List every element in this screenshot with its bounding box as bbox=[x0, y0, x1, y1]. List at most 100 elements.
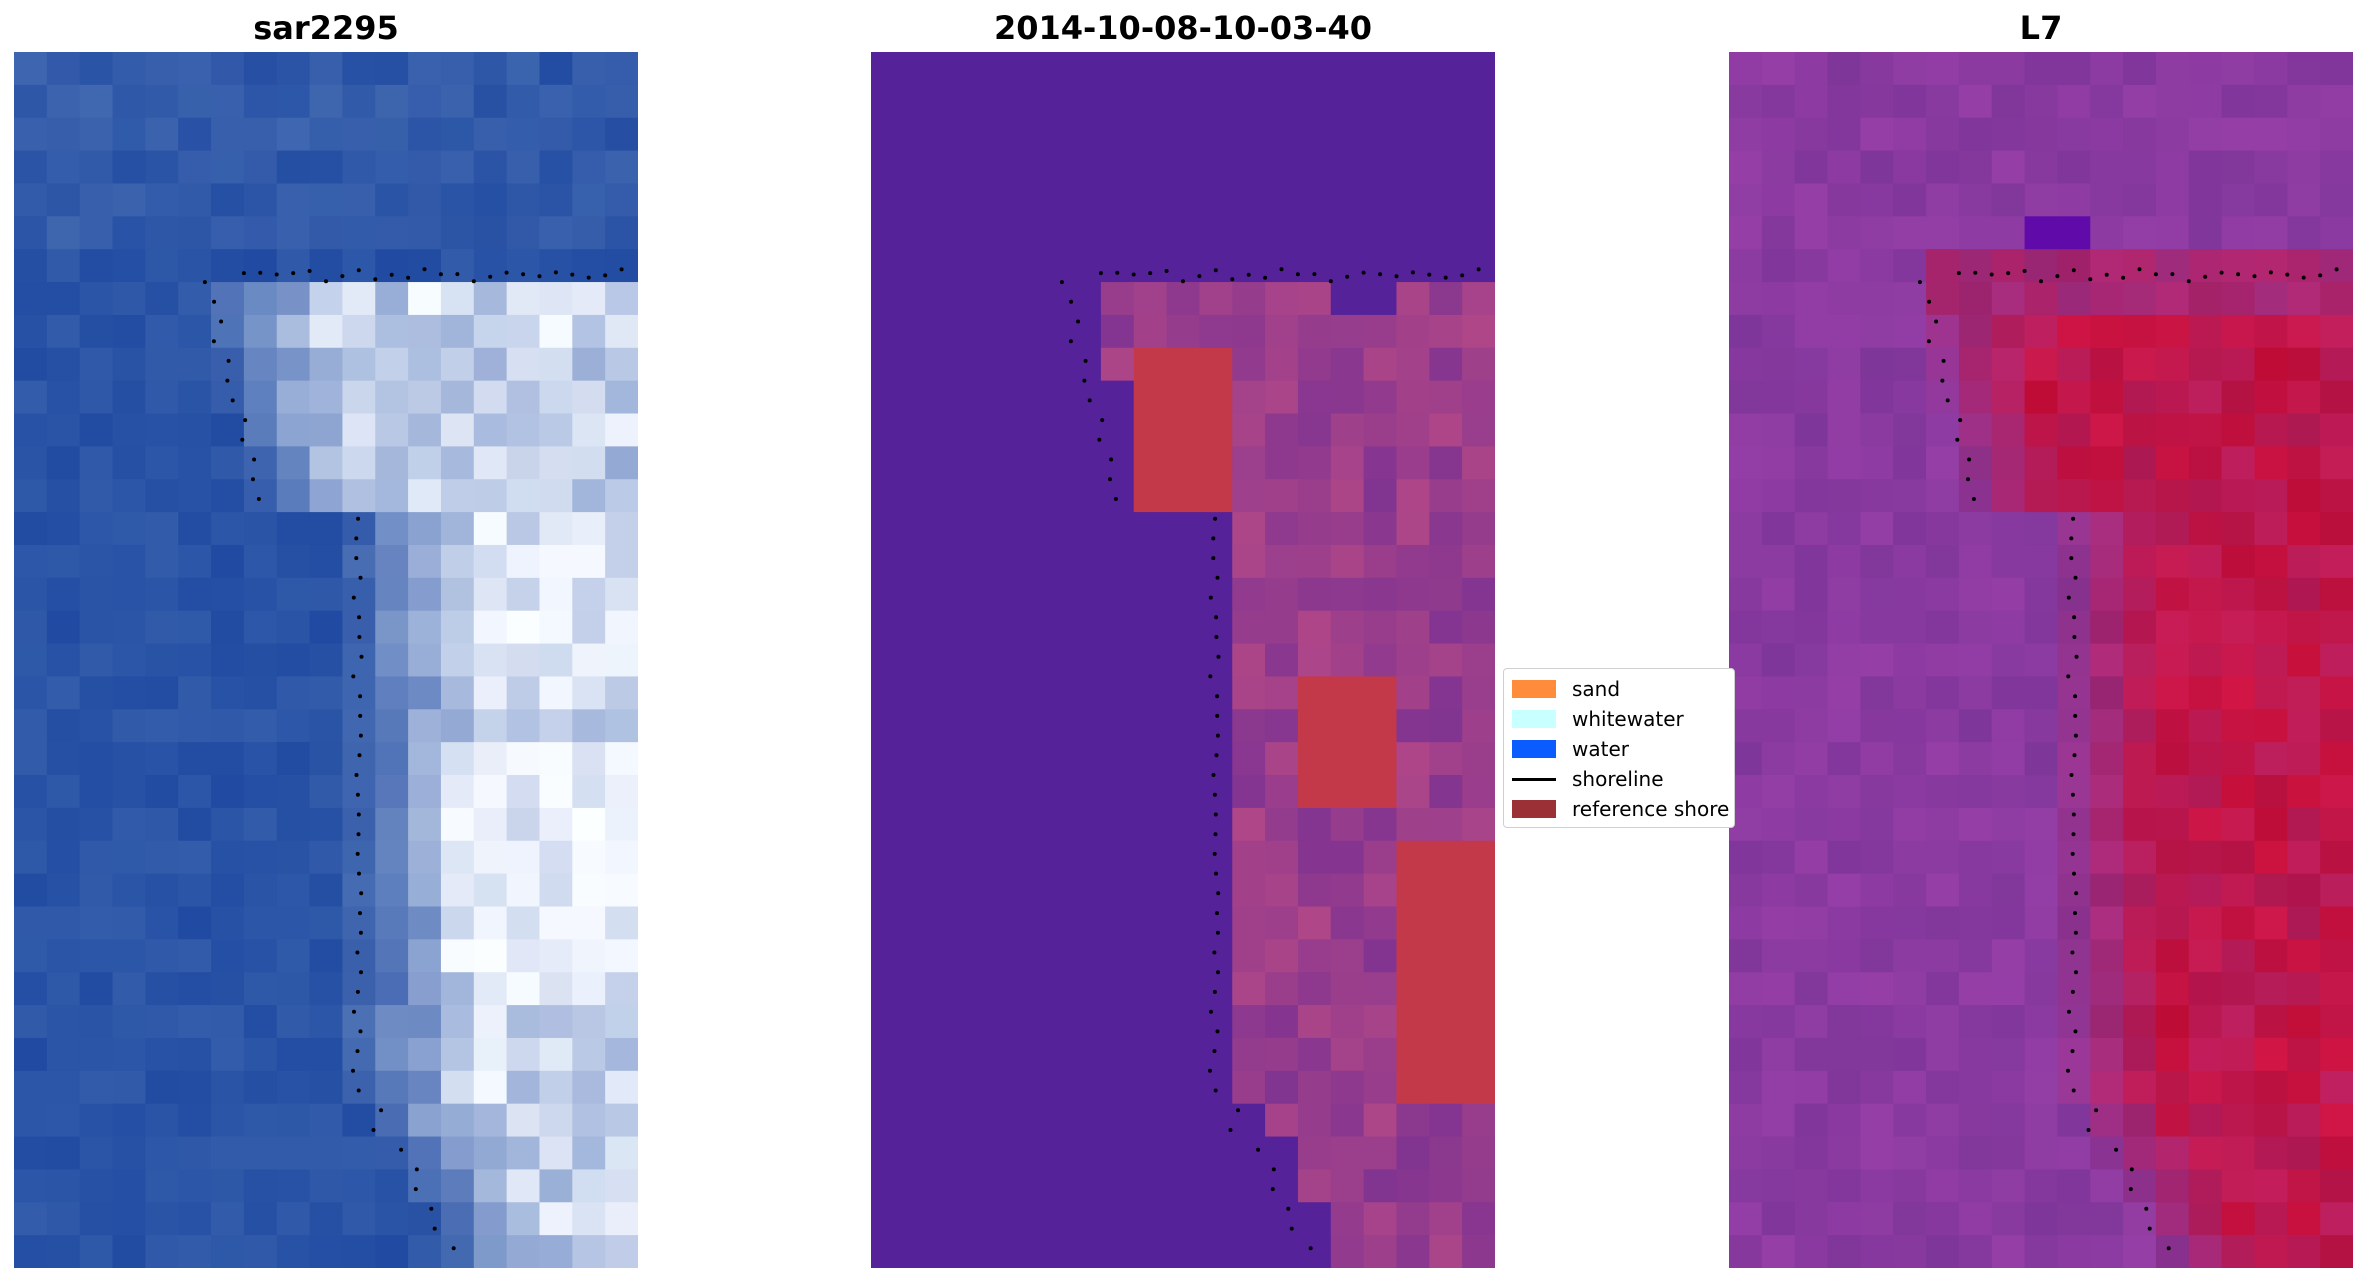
classification-cell bbox=[1396, 1235, 1430, 1268]
rgb-cell bbox=[112, 1103, 146, 1138]
rgb-cell bbox=[79, 709, 114, 743]
l7-cell bbox=[2188, 1235, 2223, 1268]
l7-cell bbox=[2254, 577, 2288, 612]
classification-cell bbox=[871, 1169, 905, 1203]
classification-cell bbox=[1396, 1136, 1430, 1170]
rgb-shoreline-point bbox=[455, 272, 460, 277]
classification-cell bbox=[1100, 1070, 1135, 1105]
classification-cell bbox=[1002, 610, 1036, 645]
rgb-cell bbox=[178, 1005, 212, 1039]
classification-cell bbox=[1100, 1136, 1135, 1170]
classification-cell bbox=[1199, 643, 1233, 678]
l7-cell bbox=[2090, 544, 2124, 579]
classification-cell bbox=[903, 150, 938, 185]
rgb-cell bbox=[309, 610, 344, 645]
rgb-cell bbox=[14, 939, 48, 973]
l7-cell bbox=[2090, 939, 2124, 973]
rgb-cell bbox=[473, 52, 508, 86]
classification-shoreline-point bbox=[1394, 274, 1399, 279]
rgb-cell bbox=[539, 709, 573, 743]
rgb-cell bbox=[211, 1136, 245, 1170]
l7-cell bbox=[2024, 446, 2059, 480]
classification-cell bbox=[969, 249, 1003, 283]
classification-cell bbox=[1297, 413, 1332, 447]
classification-cell bbox=[1068, 314, 1102, 349]
legend-item-water: water bbox=[1512, 737, 1629, 761]
rgb-cell bbox=[79, 314, 114, 349]
classification-cell bbox=[1068, 347, 1102, 382]
rgb-cell bbox=[276, 742, 311, 776]
classification-cell bbox=[1002, 216, 1036, 250]
classification-cell bbox=[1133, 1202, 1168, 1236]
rgb-cell bbox=[572, 544, 606, 579]
l7-cell bbox=[1729, 479, 1763, 513]
l7-cell bbox=[2024, 676, 2059, 710]
classification-cell bbox=[1232, 1202, 1266, 1236]
rgb-cell bbox=[243, 775, 278, 809]
classification-cell bbox=[936, 577, 971, 612]
classification-cell bbox=[1462, 117, 1495, 152]
classification-cell bbox=[1396, 1070, 1430, 1105]
rgb-cell bbox=[14, 1103, 48, 1138]
rgb-cell bbox=[145, 347, 179, 382]
rgb-cell bbox=[408, 150, 442, 185]
classification-cell bbox=[1068, 479, 1102, 513]
rgb-cell bbox=[408, 1103, 442, 1138]
l7-cell bbox=[2188, 512, 2223, 546]
rgb-shoreline-point bbox=[371, 1128, 376, 1132]
l7-cell bbox=[1794, 906, 1829, 940]
classification-cell bbox=[1166, 52, 1201, 86]
rgb-cell bbox=[14, 216, 48, 250]
rgb-cell bbox=[14, 544, 48, 579]
l7-shoreline-point bbox=[2268, 270, 2273, 275]
l7-cell bbox=[2123, 972, 2157, 1006]
rgb-cell bbox=[473, 742, 508, 776]
l7-cell bbox=[2287, 380, 2321, 415]
l7-cell bbox=[2090, 775, 2124, 809]
rgb-cell bbox=[539, 150, 573, 185]
l7-cell bbox=[2221, 117, 2256, 152]
rgb-cell bbox=[46, 906, 81, 940]
rgb-cell bbox=[46, 1235, 81, 1268]
rgb-cell bbox=[14, 249, 48, 283]
l7-shoreline-point bbox=[2252, 274, 2257, 279]
l7-cell bbox=[1729, 577, 1763, 612]
rgb-cell bbox=[342, 840, 376, 875]
l7-cell bbox=[2287, 52, 2321, 86]
rgb-cell bbox=[605, 775, 638, 809]
rgb-cell bbox=[473, 150, 508, 185]
l7-cell bbox=[1958, 1136, 1993, 1170]
classification-cell bbox=[871, 775, 905, 809]
l7-cell bbox=[2024, 347, 2059, 382]
l7-shoreline-point bbox=[1971, 497, 1976, 501]
l7-cell bbox=[1794, 577, 1829, 612]
rgb-cell bbox=[440, 479, 475, 513]
l7-cell bbox=[1860, 1037, 1894, 1072]
rgb-cell bbox=[46, 775, 81, 809]
classification-cell bbox=[1429, 150, 1463, 185]
l7-cell bbox=[2221, 52, 2256, 86]
l7-cell bbox=[1991, 1070, 2026, 1105]
classification-cell bbox=[1265, 840, 1299, 875]
l7-cell bbox=[1893, 249, 1927, 283]
rgb-cell bbox=[243, 1005, 278, 1039]
classification-cell bbox=[1002, 807, 1036, 842]
classification-cell bbox=[1002, 1070, 1036, 1105]
classification-cell bbox=[1265, 84, 1299, 119]
l7-shoreline-point bbox=[2069, 556, 2074, 561]
classification-cell bbox=[1166, 939, 1201, 973]
l7-cell bbox=[1729, 314, 1763, 349]
panel-rgb-image bbox=[14, 52, 638, 1268]
rgb-cell bbox=[473, 840, 508, 875]
l7-cell bbox=[2188, 347, 2223, 382]
l7-cell bbox=[2188, 873, 2223, 908]
classification-cell bbox=[1265, 1136, 1299, 1170]
classification-cell bbox=[1232, 84, 1266, 119]
classification-cell bbox=[1330, 939, 1365, 973]
l7-cell bbox=[1729, 1136, 1763, 1170]
classification-cell bbox=[1100, 512, 1135, 546]
classification-cell bbox=[871, 380, 905, 415]
rgb-cell bbox=[112, 512, 146, 546]
rgb-shoreline-point bbox=[389, 272, 394, 277]
l7-cell bbox=[1827, 1202, 1861, 1236]
